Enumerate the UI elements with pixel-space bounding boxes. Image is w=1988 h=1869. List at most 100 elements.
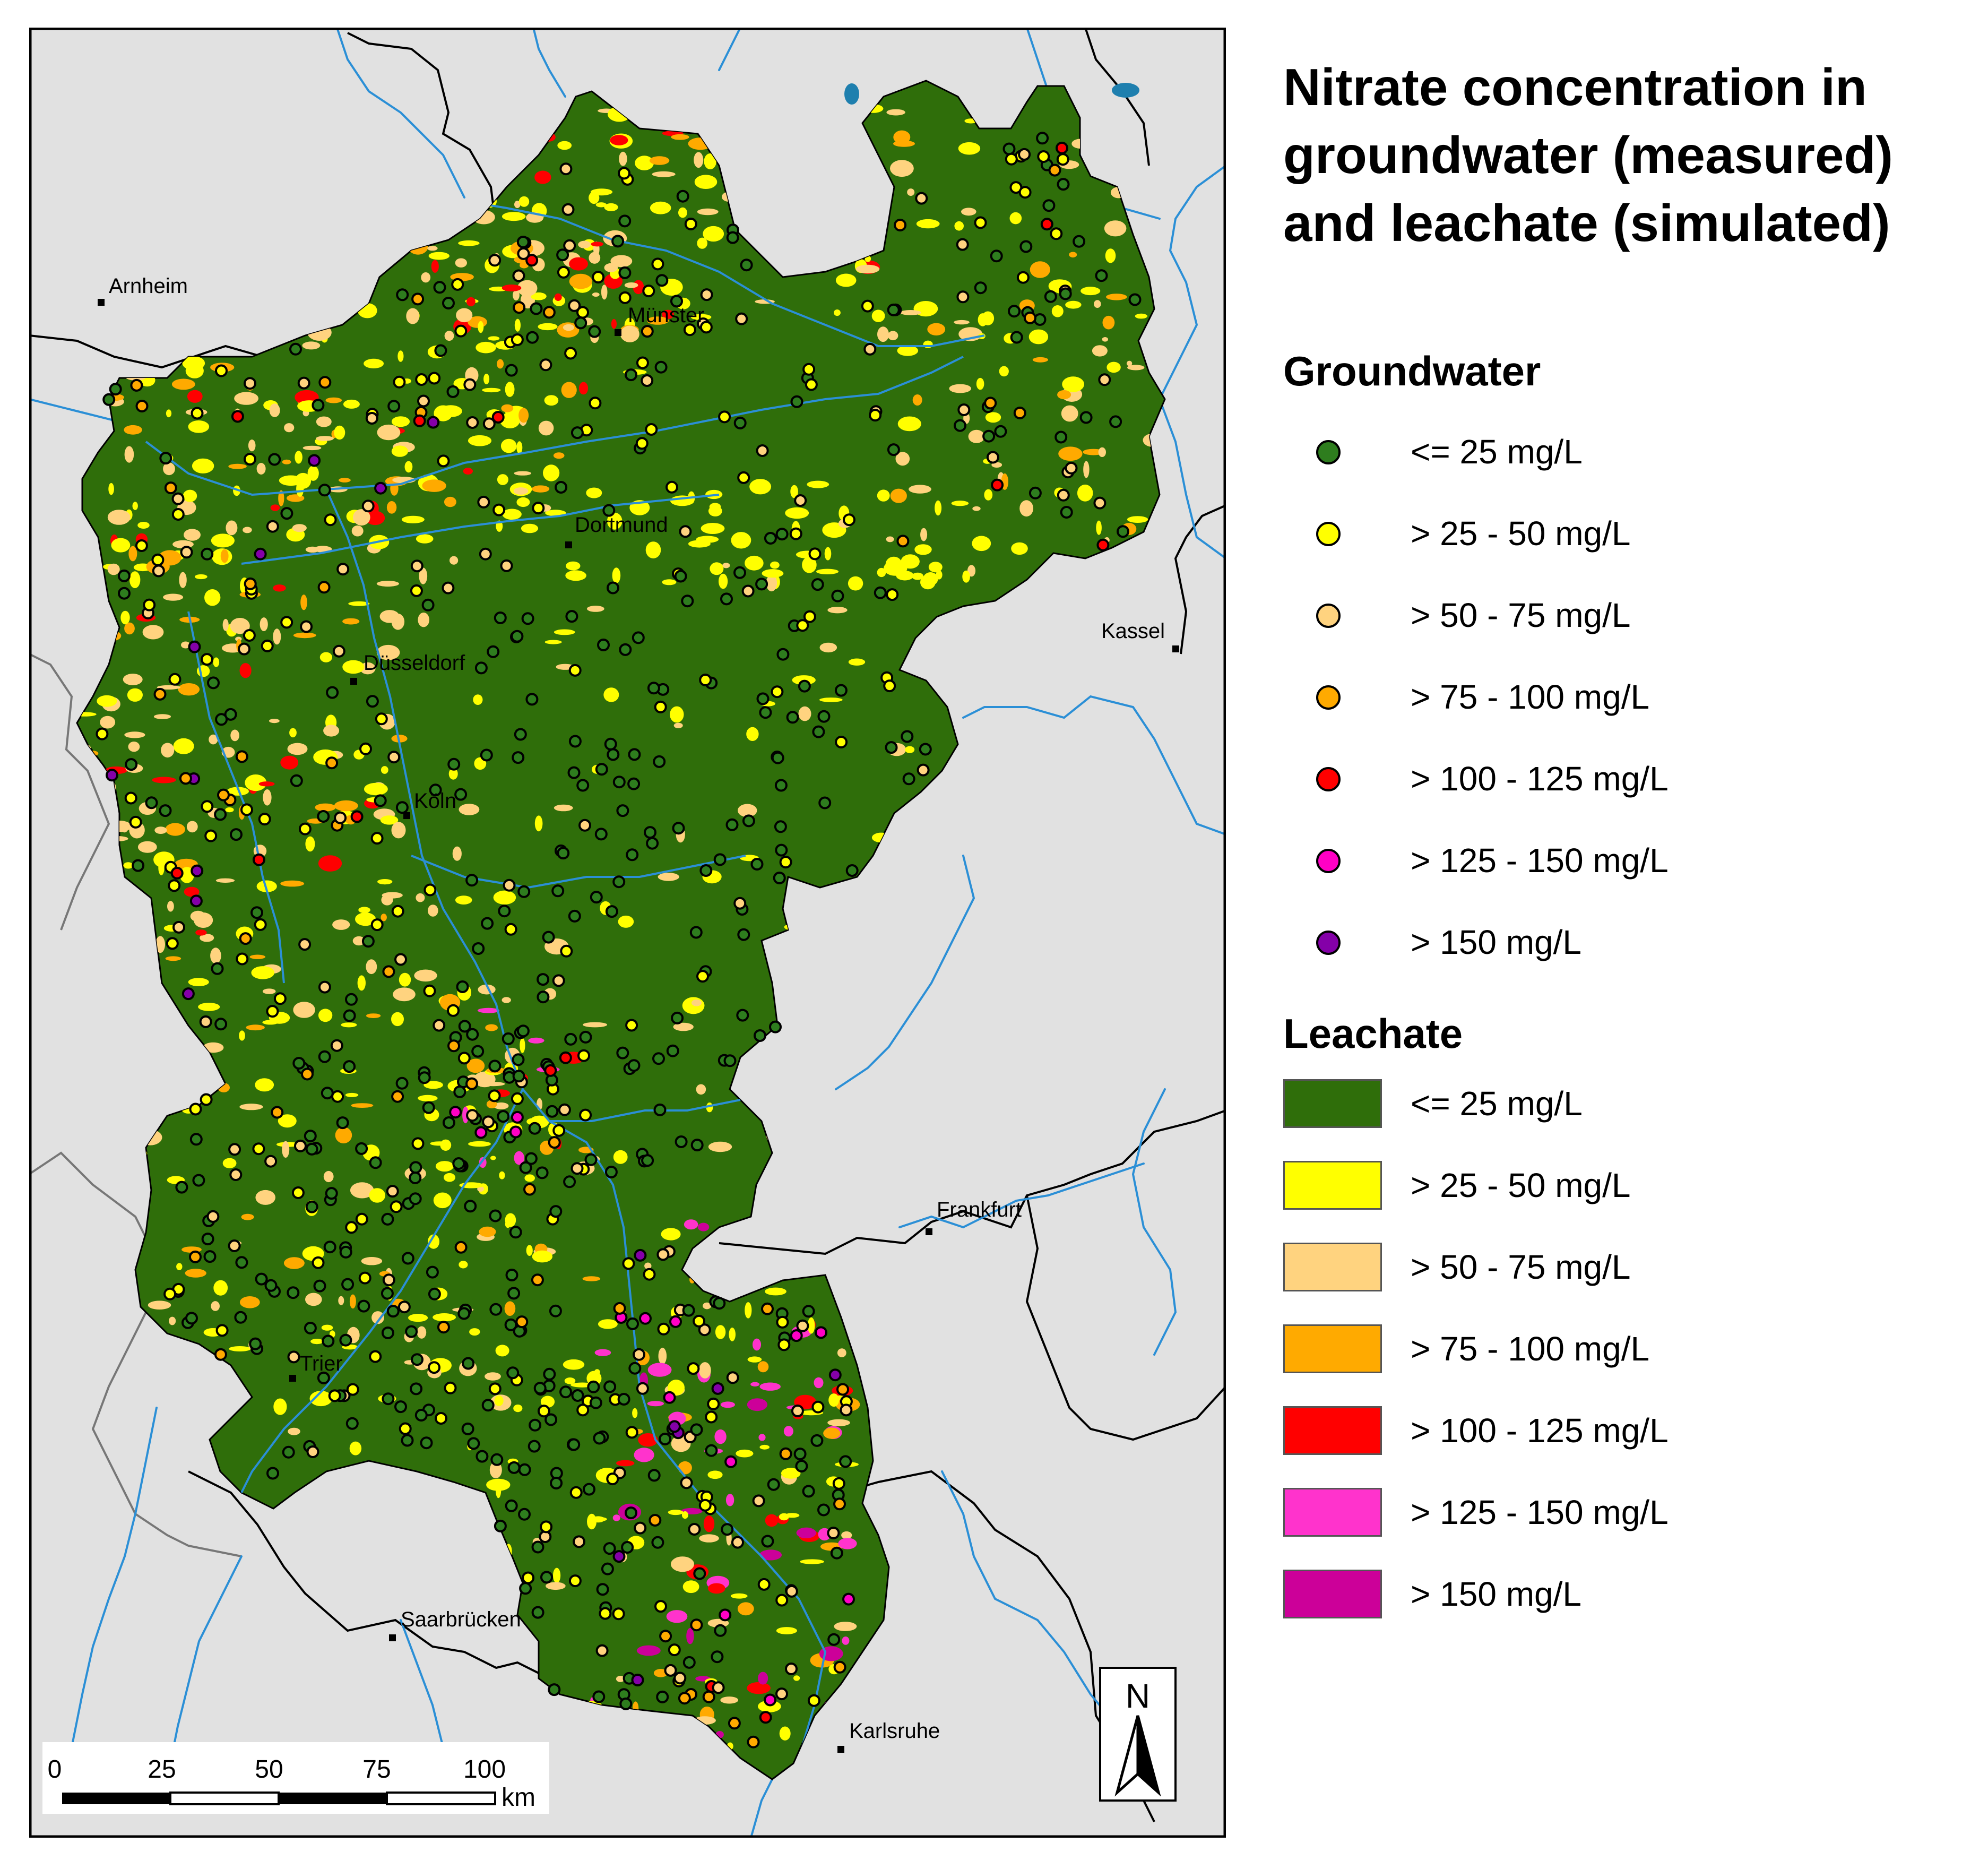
leachate-patch xyxy=(364,782,388,796)
leachate-patch xyxy=(1107,361,1121,373)
groundwater-point xyxy=(135,400,149,412)
legend-leachate-label: > 50 - 75 mg/L xyxy=(1411,1248,1631,1286)
groundwater-point xyxy=(632,631,645,644)
groundwater-point xyxy=(254,918,267,931)
leachate-patch xyxy=(282,459,291,464)
groundwater-point xyxy=(482,1115,495,1129)
groundwater-point xyxy=(759,1711,772,1724)
groundwater-point xyxy=(612,875,626,889)
leachate-patch xyxy=(770,561,780,569)
groundwater-point xyxy=(573,1535,585,1548)
groundwater-point xyxy=(345,1221,358,1234)
leachate-patch xyxy=(694,175,718,190)
leachate-patch xyxy=(357,975,366,991)
groundwater-point xyxy=(179,772,192,785)
leachate-patch xyxy=(386,501,397,514)
groundwater-point xyxy=(382,965,395,978)
groundwater-point xyxy=(235,750,248,763)
legend-leachate: Leachate <= 25 mg/L > 25 - 50 mg/L > 50 - … xyxy=(1283,1004,1973,1635)
leachate-patch xyxy=(364,358,384,369)
groundwater-point xyxy=(382,1273,395,1287)
leachate-patch xyxy=(554,804,573,812)
leachate-patch xyxy=(671,134,689,140)
groundwater-point xyxy=(532,502,545,515)
groundwater-point xyxy=(657,1322,670,1336)
legend-dot-symbol xyxy=(1316,440,1341,464)
groundwater-point xyxy=(387,400,401,413)
groundwater-point xyxy=(688,1523,701,1536)
groundwater-point xyxy=(472,942,485,955)
leachate-patch xyxy=(1105,248,1116,263)
groundwater-point xyxy=(680,1476,693,1489)
groundwater-point xyxy=(369,1156,382,1169)
groundwater-point xyxy=(236,952,249,966)
groundwater-point xyxy=(391,905,404,918)
leachate-patch xyxy=(976,377,984,390)
leachate-patch xyxy=(377,424,401,441)
leachate-patch xyxy=(557,141,572,150)
groundwater-point xyxy=(180,546,193,559)
groundwater-point xyxy=(500,559,513,572)
groundwater-point xyxy=(974,281,987,295)
groundwater-point xyxy=(361,499,375,513)
groundwater-point xyxy=(774,779,788,792)
groundwater-point xyxy=(552,1124,566,1137)
groundwater-point xyxy=(542,931,555,944)
leachate-patch xyxy=(1028,329,1049,344)
groundwater-point xyxy=(756,692,770,705)
legend-groundwater-label: > 25 - 50 mg/L xyxy=(1411,514,1631,553)
groundwater-point xyxy=(568,664,582,677)
city-marker-duesseldorf xyxy=(350,678,357,685)
groundwater-point xyxy=(466,1028,479,1041)
leachate-patch xyxy=(1102,315,1115,330)
groundwater-point xyxy=(810,1434,824,1447)
groundwater-point xyxy=(467,1437,480,1450)
leachate-patch xyxy=(213,657,220,667)
leachate-patch xyxy=(345,1092,359,1097)
groundwater-point xyxy=(646,837,659,850)
leachate-patch xyxy=(435,1161,454,1172)
leachate-patch xyxy=(391,614,405,630)
groundwater-point xyxy=(214,808,227,821)
groundwater-point xyxy=(381,1327,394,1339)
leachate-patch xyxy=(848,576,863,591)
groundwater-point xyxy=(528,1440,541,1453)
city-label-muenster: Münster xyxy=(628,304,705,327)
title-line-2: groundwater (measured) xyxy=(1283,126,1893,184)
leachate-patch xyxy=(154,826,167,834)
leachate-patch xyxy=(611,319,617,329)
leachate-patch xyxy=(349,1294,356,1309)
groundwater-point xyxy=(682,1656,696,1669)
leachate-patch xyxy=(962,570,970,583)
groundwater-point xyxy=(411,292,425,306)
groundwater-point xyxy=(487,645,500,658)
groundwater-point xyxy=(151,553,165,566)
groundwater-point xyxy=(705,1444,718,1457)
groundwater-point xyxy=(175,1181,188,1194)
groundwater-point xyxy=(531,1540,544,1554)
groundwater-point xyxy=(264,1279,278,1292)
groundwater-point xyxy=(544,1064,557,1077)
leachate-patch xyxy=(163,593,184,601)
leachate-patch xyxy=(161,743,175,758)
groundwater-point xyxy=(409,1161,422,1174)
groundwater-point xyxy=(1016,271,1030,284)
leachate-patch xyxy=(132,502,138,510)
map-canvas: Arnheim Münster Dortmund Düsseldorf Köln… xyxy=(29,28,1226,1838)
leachate-patch xyxy=(612,567,621,583)
groundwater-point xyxy=(252,1142,265,1156)
groundwater-point xyxy=(644,826,656,839)
leachate-patch xyxy=(1094,300,1101,308)
leachate-patch xyxy=(1057,390,1071,400)
groundwater-point xyxy=(789,527,802,540)
leachate-patch xyxy=(824,547,832,561)
groundwater-point xyxy=(552,974,565,987)
river-rhine xyxy=(325,489,630,1281)
groundwater-point xyxy=(163,1287,177,1300)
groundwater-point xyxy=(818,796,832,809)
groundwater-point xyxy=(833,1660,846,1674)
groundwater-point xyxy=(291,1186,305,1199)
groundwater-point xyxy=(589,397,602,410)
groundwater-point xyxy=(775,1594,789,1607)
groundwater-point xyxy=(215,713,228,726)
